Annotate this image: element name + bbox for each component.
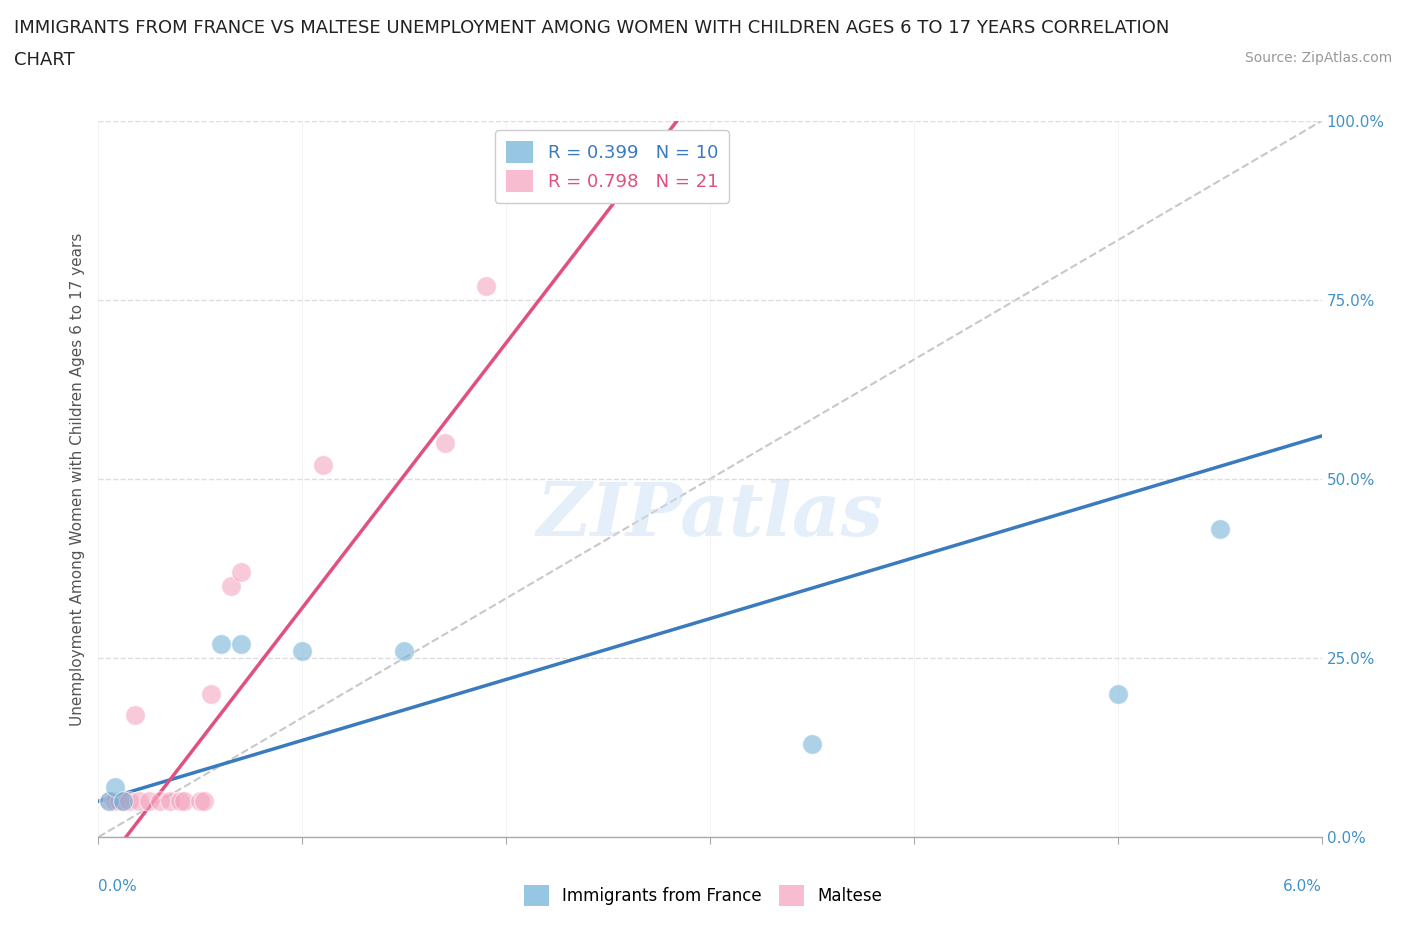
Point bbox=[169, 794, 191, 809]
Legend: R = 0.399   N = 10, R = 0.798   N = 21: R = 0.399 N = 10, R = 0.798 N = 21 bbox=[495, 130, 730, 203]
Text: Source: ZipAtlas.com: Source: ZipAtlas.com bbox=[1244, 51, 1392, 65]
Point bbox=[159, 794, 181, 809]
Point bbox=[104, 794, 127, 809]
Point bbox=[124, 708, 146, 723]
Point bbox=[108, 794, 131, 809]
Point bbox=[104, 779, 127, 794]
Point bbox=[128, 794, 150, 809]
Point bbox=[101, 794, 124, 809]
Point bbox=[173, 794, 195, 809]
Point bbox=[138, 794, 160, 809]
Point bbox=[118, 794, 141, 809]
Point bbox=[801, 737, 824, 751]
Point bbox=[219, 578, 242, 594]
Legend: Immigrants from France, Maltese: Immigrants from France, Maltese bbox=[517, 879, 889, 912]
Point bbox=[392, 644, 416, 658]
Point bbox=[149, 794, 172, 809]
Point bbox=[111, 794, 134, 809]
Point bbox=[291, 644, 314, 658]
Point bbox=[1107, 686, 1129, 701]
Point bbox=[229, 636, 253, 651]
Point bbox=[209, 636, 232, 651]
Point bbox=[193, 794, 215, 809]
Point bbox=[111, 794, 134, 809]
Text: ZIPatlas: ZIPatlas bbox=[537, 479, 883, 551]
Point bbox=[474, 278, 498, 293]
Y-axis label: Unemployment Among Women with Children Ages 6 to 17 years: Unemployment Among Women with Children A… bbox=[69, 232, 84, 725]
Text: IMMIGRANTS FROM FRANCE VS MALTESE UNEMPLOYMENT AMONG WOMEN WITH CHILDREN AGES 6 : IMMIGRANTS FROM FRANCE VS MALTESE UNEMPL… bbox=[14, 19, 1170, 36]
Point bbox=[229, 565, 253, 579]
Point bbox=[188, 794, 211, 809]
Text: 6.0%: 6.0% bbox=[1282, 879, 1322, 894]
Text: 0.0%: 0.0% bbox=[98, 879, 138, 894]
Point bbox=[97, 794, 120, 809]
Text: CHART: CHART bbox=[14, 51, 75, 69]
Point bbox=[433, 435, 456, 451]
Point bbox=[97, 794, 120, 809]
Point bbox=[1208, 522, 1230, 537]
Point bbox=[311, 458, 335, 472]
Point bbox=[200, 686, 222, 701]
